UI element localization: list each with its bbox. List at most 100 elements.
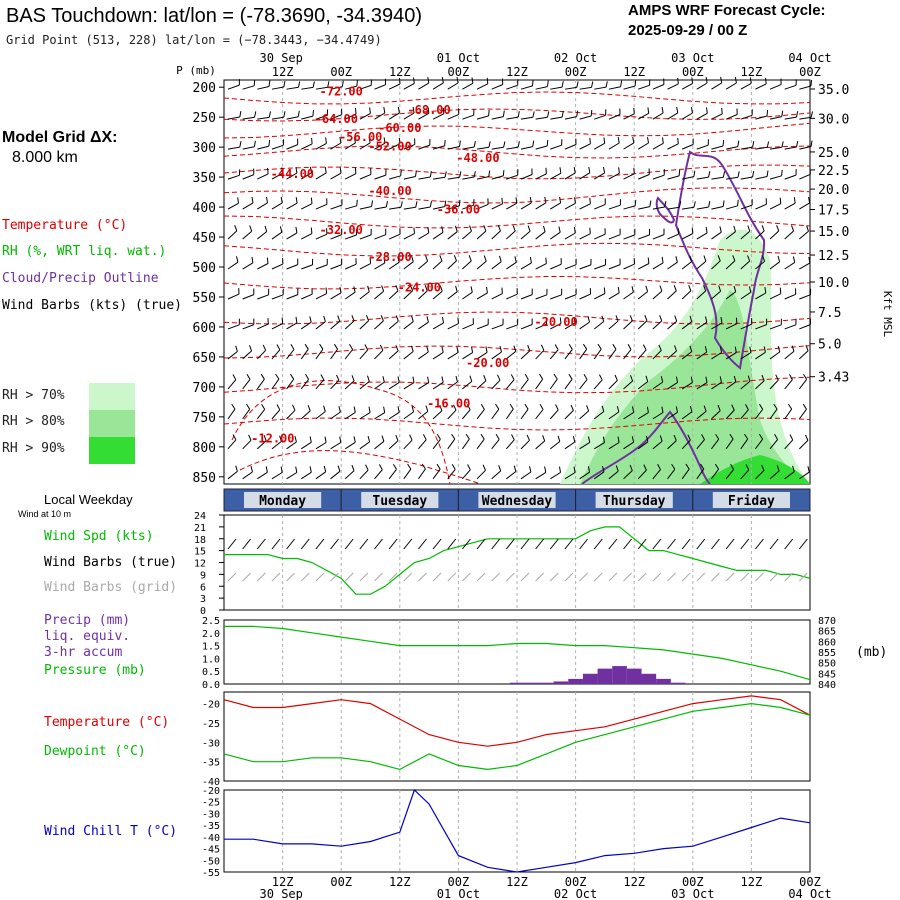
wind-barb-staff: [549, 409, 559, 420]
wind-barb-10m-group: [388, 538, 398, 550]
weekday-label: Tuesday: [372, 494, 427, 509]
wind-barb-staff: [652, 440, 663, 450]
wind-barb-feather: [616, 406, 620, 413]
wind-barb-staff: [462, 176, 475, 180]
wind-barb-staff: [286, 264, 298, 270]
wind-barb-staff: [403, 351, 414, 360]
wind-barb-10m-grid: [476, 572, 486, 582]
wind-barb-feather: [731, 404, 735, 411]
wind-barb-staff: [432, 438, 441, 450]
wind-barb-10m-grid-group: [491, 572, 501, 582]
wind-barb-feather: [235, 345, 238, 352]
wind-barb-feather: [510, 374, 515, 380]
wind-barb-staff: [432, 410, 443, 420]
wind-barb-staff: [784, 146, 797, 150]
wind-barb-feather: [775, 374, 779, 381]
wind-barb-staff: [345, 234, 357, 240]
wind-barb-feather: [717, 255, 721, 262]
wind-barb-staff: [374, 174, 386, 180]
wind-barb-staff: [418, 411, 429, 420]
wind-barb-staff: [491, 293, 503, 300]
wind-barb-10m-grid: [549, 572, 559, 582]
wind-barb-staff: [740, 409, 749, 420]
wind-barb-staff: [462, 204, 474, 210]
wind-barb-staff: [740, 291, 751, 300]
wind-barb-feather: [368, 406, 371, 413]
wind-barb-feather: [776, 465, 780, 472]
temperature-contour-label: -48.00: [456, 151, 499, 165]
wind-barb-feather: [356, 199, 358, 206]
wind-barb-feather: [749, 77, 752, 84]
wind-barb-feather: [576, 110, 579, 117]
wind-barb-staff: [535, 173, 547, 180]
wind-barb-staff: [330, 379, 340, 390]
wind-barb-staff: [579, 143, 591, 150]
wind-speed-tick-label: 18: [194, 535, 206, 546]
wind-barb-feather: [587, 466, 591, 473]
wind-barb-staff: [799, 294, 811, 300]
wind-barb-staff: [462, 82, 474, 90]
wind-barb-staff: [271, 231, 283, 240]
wind-barb-staff: [784, 230, 794, 240]
wind-barb-staff: [608, 234, 621, 240]
wind-barb-staff: [755, 324, 767, 330]
temperature-contour: [223, 242, 811, 257]
wind-barb-staff: [300, 471, 312, 480]
wind-barb-feather: [451, 433, 456, 440]
wind-barb-10m-true: [520, 538, 530, 550]
wind-barb-feather: [281, 167, 283, 174]
wind-barb-feather: [232, 374, 237, 381]
wind-barb-feather: [279, 226, 283, 233]
temperature-contour-label: -16.00: [427, 397, 470, 411]
windchill-tick-label: -55: [202, 868, 220, 879]
wind-barb-10m-true: [462, 538, 471, 550]
wind-barb-feather: [597, 343, 602, 350]
wind-barb-feather: [383, 137, 386, 144]
wind-barb-feather: [483, 375, 487, 381]
wind-barb-10m-group: [637, 538, 647, 550]
wind-barb-feather: [734, 77, 737, 84]
wind-barb-staff: [462, 291, 473, 300]
wind-barb-staff: [755, 380, 765, 390]
wind-barb-feather: [254, 111, 257, 118]
model-grid-value: 8.000 km: [12, 149, 78, 166]
wind-barb-feather: [337, 465, 341, 472]
wind-barb-staff: [403, 206, 416, 210]
windchill-tick-label: -45: [202, 845, 220, 856]
wind-barb-staff: [447, 260, 457, 270]
wind-barb-feather: [587, 316, 590, 323]
precip-tick-label: 2.5: [202, 616, 220, 627]
wind-barb-staff: [491, 351, 502, 360]
wind-barb-feather: [407, 463, 412, 470]
wind-barb-feather: [455, 375, 458, 383]
wind-barb-staff: [271, 86, 284, 90]
wind-barb-staff: [681, 144, 694, 150]
kft-tick-label: 7.5: [818, 306, 841, 321]
wind-barb-feather: [557, 435, 561, 442]
wind-barb-feather: [714, 463, 720, 470]
wind-barb-staff: [755, 470, 765, 480]
wind-barb-staff: [286, 294, 298, 300]
wind-barb-feather: [429, 171, 432, 178]
temperature-contour: [223, 91, 811, 105]
wind-barb-staff: [652, 350, 662, 360]
wind-barb-staff: [476, 176, 489, 180]
legend-local-weekday: Local Weekday: [44, 492, 133, 507]
wind-barb-staff: [271, 263, 284, 270]
wind-barb-staff: [257, 86, 270, 90]
wind-barb-staff: [667, 381, 678, 390]
wind-barb-staff: [652, 112, 664, 120]
wind-barb-staff: [462, 352, 473, 360]
wind-barb-feather: [237, 197, 239, 204]
legend-dewpoint: Dewpoint (°C): [44, 744, 146, 759]
wind-barb-staff: [784, 350, 795, 360]
wind-barb-staff: [769, 293, 782, 300]
wind-barb-feather: [427, 376, 430, 383]
wind-barb-10m-grid-group: [784, 572, 794, 582]
wind-barb-feather: [647, 257, 650, 264]
wind-barb-staff: [799, 202, 810, 210]
wind-barb-feather: [305, 374, 310, 380]
wind-barb-10m-group: [520, 538, 530, 550]
wind-barb-staff: [769, 146, 782, 150]
wind-barb-staff: [564, 378, 573, 390]
